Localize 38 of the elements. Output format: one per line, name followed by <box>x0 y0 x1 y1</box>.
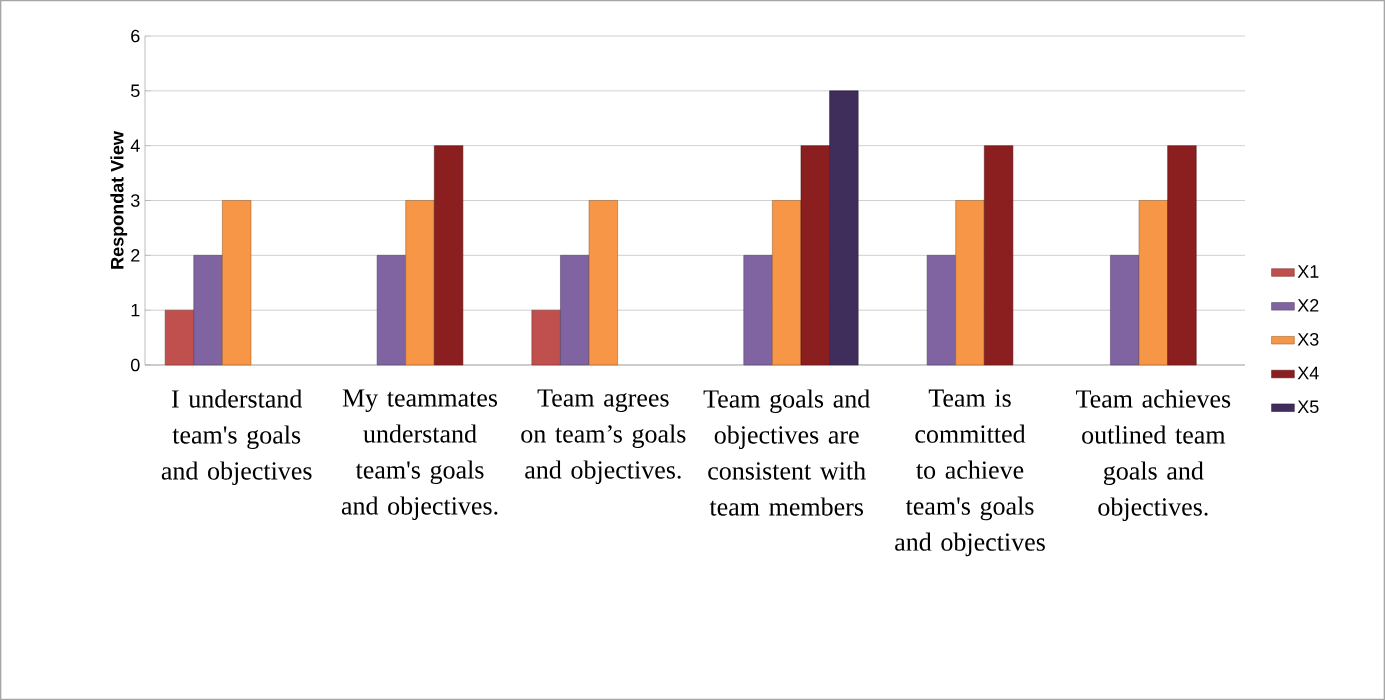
bar <box>164 309 195 366</box>
bar <box>800 145 830 366</box>
bar <box>531 309 561 366</box>
y-tick-label: 3 <box>130 194 140 207</box>
bar <box>434 145 464 366</box>
bar <box>1167 145 1197 366</box>
x-tick-label: Team is committed to achieve team's goals and objectives <box>895 389 1045 557</box>
bar <box>955 200 985 366</box>
bar <box>926 255 956 366</box>
bar <box>588 200 618 366</box>
y-tick-label: 1 <box>131 303 140 317</box>
x-tick-label: Team goals and objectives are consistent with team members <box>703 389 870 516</box>
bar <box>984 145 1014 366</box>
bar <box>1110 255 1140 366</box>
y-axis-title: Respondat View <box>110 131 128 269</box>
x-tick-label: My teammates understand team's goals and objectives. <box>341 389 498 520</box>
legend-label: X3 <box>1297 332 1319 346</box>
y-tick-label: 6 <box>131 29 140 43</box>
legend-label: X5 <box>1297 400 1319 414</box>
x-tick-label: I understand team's goals and objectives <box>161 389 312 485</box>
bar <box>1138 200 1168 366</box>
bar <box>222 200 252 366</box>
legend-label: X4 <box>1297 366 1319 380</box>
bar <box>743 255 773 366</box>
y-tick-label: 0 <box>130 358 140 372</box>
x-tick-label: Team agrees on team’s goals and objectives. <box>521 389 686 484</box>
bar <box>193 255 223 366</box>
legend-label: X2 <box>1297 299 1319 312</box>
bar <box>772 200 802 366</box>
y-tick-label: 2 <box>131 249 140 262</box>
bar <box>560 255 590 366</box>
x-tick-label: Team achieves outlined team goals and objectives. <box>1076 389 1231 521</box>
bar <box>405 200 435 366</box>
bar <box>829 90 859 366</box>
legend-label: X1 <box>1297 265 1319 278</box>
y-tick-label: 5 <box>130 84 140 98</box>
y-tick-label: 4 <box>130 139 140 152</box>
bar <box>376 255 406 366</box>
